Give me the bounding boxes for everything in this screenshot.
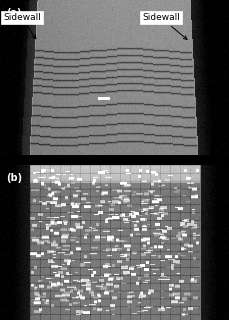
Text: Sidewall: Sidewall: [142, 13, 187, 39]
Text: Sidewall: Sidewall: [3, 13, 41, 39]
Text: (b): (b): [6, 173, 22, 183]
Text: (a): (a): [6, 8, 22, 18]
